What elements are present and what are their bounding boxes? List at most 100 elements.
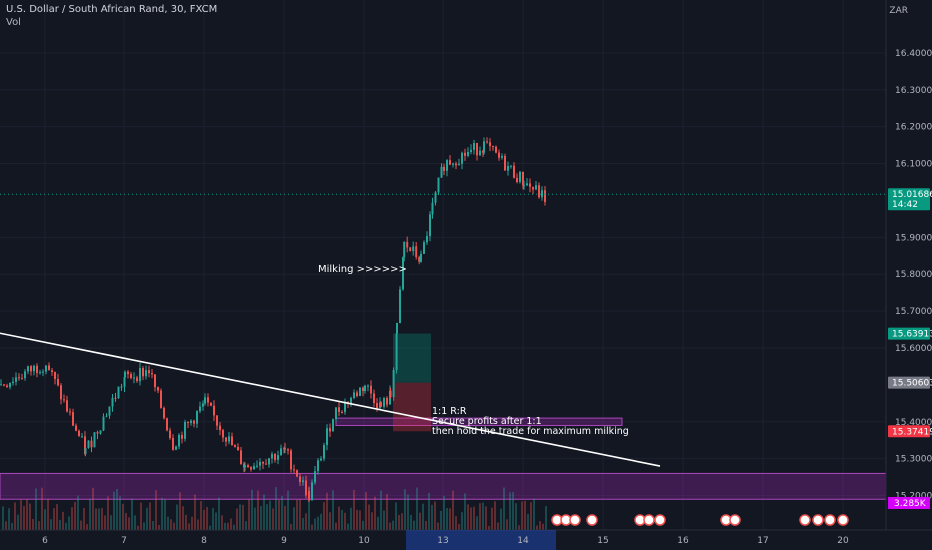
volume-bar bbox=[23, 506, 25, 530]
candle-body bbox=[81, 436, 83, 438]
volume-bar bbox=[296, 499, 298, 530]
volume-bar bbox=[356, 509, 358, 530]
candle-body bbox=[532, 186, 534, 190]
volume-bar bbox=[206, 506, 208, 530]
x-tick-label: 20 bbox=[837, 536, 849, 546]
candle-body bbox=[172, 438, 174, 450]
candle-body bbox=[302, 480, 304, 482]
candle-body bbox=[84, 436, 86, 454]
volume-bar bbox=[161, 497, 163, 530]
candle-body bbox=[501, 155, 503, 158]
candle-body bbox=[27, 366, 29, 372]
candle-body bbox=[96, 432, 99, 434]
volume-bar bbox=[143, 522, 145, 530]
candle-body bbox=[87, 440, 90, 449]
candle-body bbox=[426, 236, 428, 243]
candle-body bbox=[24, 371, 26, 379]
candle-body bbox=[335, 407, 337, 420]
candle-body bbox=[356, 392, 358, 397]
volume-bar bbox=[11, 522, 13, 530]
volume-bar bbox=[347, 523, 349, 530]
volume-bar bbox=[443, 495, 445, 530]
candle-body bbox=[30, 366, 32, 372]
candle-body bbox=[418, 256, 421, 262]
volume-bar bbox=[293, 507, 295, 530]
volume-bar bbox=[509, 492, 511, 530]
candle-body bbox=[409, 247, 412, 252]
event-flag-circle bbox=[799, 514, 811, 526]
volume-bar bbox=[215, 512, 217, 530]
event-flag-circle bbox=[569, 514, 581, 526]
candle-body bbox=[166, 418, 168, 431]
take-profit-zone bbox=[393, 333, 431, 383]
volume-bar bbox=[248, 499, 250, 530]
volume-bar bbox=[377, 516, 379, 530]
candle-body bbox=[240, 450, 242, 465]
candle-body bbox=[202, 403, 204, 407]
volume-bar bbox=[353, 489, 355, 530]
candle-body bbox=[127, 371, 129, 375]
volume-bar bbox=[239, 504, 241, 530]
price-label-text: 15.50603 bbox=[892, 379, 932, 389]
volume-bar bbox=[203, 509, 205, 530]
candle-body bbox=[18, 377, 20, 379]
volume-bar bbox=[467, 504, 469, 530]
volume-bar bbox=[275, 487, 277, 530]
volume-bar bbox=[5, 521, 7, 530]
event-flag-circle bbox=[654, 514, 666, 526]
volume-bar bbox=[311, 524, 313, 530]
candle-body bbox=[402, 257, 404, 290]
candle-body bbox=[353, 392, 355, 398]
candle-body bbox=[523, 185, 525, 187]
candle-body bbox=[516, 177, 518, 182]
candle-body bbox=[157, 387, 159, 391]
candle-body bbox=[395, 333, 398, 371]
candle-body bbox=[320, 458, 322, 461]
candle-body bbox=[473, 143, 475, 150]
volume-bar bbox=[518, 525, 520, 530]
volume-bar bbox=[395, 502, 397, 530]
volume-bar bbox=[200, 501, 202, 530]
candle-body bbox=[293, 469, 295, 471]
volume-bar bbox=[257, 490, 259, 530]
volume-bar bbox=[392, 520, 394, 530]
y-tick-label: 15.40000 bbox=[895, 418, 932, 428]
candle-body bbox=[364, 385, 366, 391]
candle-body bbox=[151, 373, 153, 375]
candle-body bbox=[290, 450, 292, 470]
volume-bar bbox=[53, 508, 55, 530]
x-tick-label: 6 bbox=[42, 536, 48, 546]
candle-body bbox=[412, 246, 415, 252]
volume-bar bbox=[404, 489, 406, 530]
candle-body bbox=[344, 401, 346, 413]
price-label-text: 15.01686 bbox=[892, 190, 932, 200]
candle-body bbox=[495, 146, 497, 153]
candle-body bbox=[443, 166, 445, 171]
event-flag-circle bbox=[729, 514, 741, 526]
event-flag-circle bbox=[812, 514, 824, 526]
candle-body bbox=[184, 421, 186, 439]
event-flag-icon bbox=[799, 514, 811, 526]
candle-body bbox=[434, 192, 437, 203]
x-tick-label: 10 bbox=[358, 536, 370, 546]
volume-bar bbox=[341, 509, 343, 530]
candle-body bbox=[196, 411, 198, 424]
volume-bar bbox=[212, 507, 214, 530]
volume-bar bbox=[428, 492, 430, 530]
volume-bar bbox=[125, 513, 127, 530]
volume-bar bbox=[62, 511, 64, 530]
volume-bar bbox=[230, 518, 232, 530]
volume-bar bbox=[80, 520, 82, 530]
candle-body bbox=[36, 365, 38, 374]
volume-bar bbox=[338, 506, 340, 530]
volume-bar bbox=[512, 492, 514, 530]
volume-bar bbox=[269, 500, 271, 530]
volume-zone bbox=[0, 472, 887, 500]
volume-bar bbox=[56, 504, 58, 530]
support-zone-upper bbox=[335, 417, 623, 426]
volume-bar bbox=[110, 515, 112, 530]
y-tick-label: 15.90000 bbox=[895, 233, 932, 243]
volume-bar bbox=[374, 496, 376, 530]
